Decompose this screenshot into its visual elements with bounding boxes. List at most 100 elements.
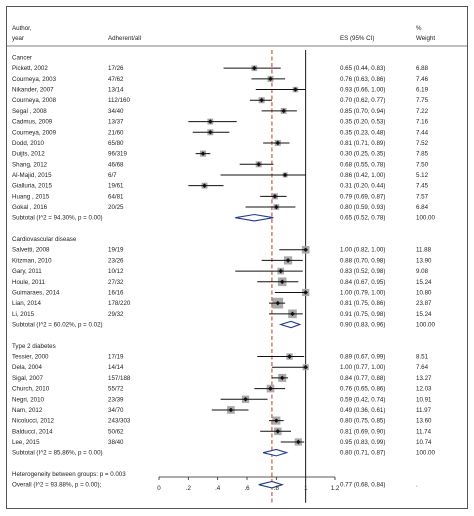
group-title: Cardiovascular disease bbox=[12, 236, 77, 243]
study-ci: 0.91 (0.75, 0.98) bbox=[340, 311, 385, 318]
study-weight: 15.24 bbox=[416, 311, 432, 318]
study-label: Church, 2010 bbox=[12, 386, 50, 393]
study-point bbox=[303, 290, 308, 295]
study-point bbox=[285, 258, 291, 263]
study-ci: 0.30 (0.25, 0.35) bbox=[340, 151, 385, 158]
study-weight: 7.44 bbox=[416, 129, 429, 136]
rows-layer: Cancer Pickett, 2002 17/26 0.65 (0.44, 0.83… bbox=[12, 50, 435, 503]
study-ci: 1.00 (0.79, 1.00) bbox=[340, 289, 385, 296]
study-ratio: 14/14 bbox=[108, 364, 124, 371]
study-weight: 7.85 bbox=[416, 151, 429, 158]
study-point bbox=[200, 151, 206, 156]
study-ratio: 34/40 bbox=[108, 108, 124, 115]
subtotal-weight: 100.00 bbox=[416, 450, 435, 457]
study-ratio: 55/72 bbox=[108, 386, 124, 393]
study-ci: 0.84 (0.67, 0.95) bbox=[340, 279, 385, 286]
study-ci: 0.35 (0.23, 0.48) bbox=[340, 129, 385, 136]
study-label: Duijts, 2012 bbox=[12, 151, 45, 158]
study-ratio: 243/303 bbox=[108, 418, 131, 425]
study-weight: 9.08 bbox=[416, 268, 429, 275]
study-label: Kitzman, 2010 bbox=[12, 257, 52, 264]
study-ci: 0.31 (0.20, 0.44) bbox=[340, 183, 385, 190]
study-ci: 0.85 (0.70, 0.94) bbox=[340, 108, 385, 115]
study-point bbox=[290, 311, 295, 317]
study-weight: 7.75 bbox=[416, 97, 429, 104]
study-point bbox=[303, 364, 308, 370]
study-ci: 1.00 (0.77, 1.00) bbox=[340, 364, 385, 371]
study-weight: 15.24 bbox=[416, 279, 432, 286]
overall-label: Overall (I^2 = 93.88%, p = 0.00); bbox=[12, 482, 102, 489]
study-label: Al-Majid, 2015 bbox=[12, 172, 52, 179]
study-point bbox=[293, 87, 298, 92]
study-ci: 0.49 (0.36, 0.61) bbox=[340, 407, 385, 414]
study-ratio: 19/61 bbox=[108, 183, 124, 190]
study-ratio: 17/26 bbox=[108, 65, 124, 72]
study-label: Dela, 2004 bbox=[12, 364, 42, 371]
study-ci: 1.00 (0.82, 1.00) bbox=[340, 247, 385, 254]
study-point bbox=[287, 354, 292, 359]
study-label: Shang, 2012 bbox=[12, 161, 48, 168]
study-label: Tessier, 2000 bbox=[12, 354, 49, 361]
group-title: Cancer bbox=[12, 55, 32, 62]
study-ratio: 27/32 bbox=[108, 279, 124, 286]
study-label: Salvetti, 2008 bbox=[12, 247, 50, 254]
study-ci: 0.70 (0.62, 0.77) bbox=[340, 97, 385, 104]
subtotal-ci: 0.90 (0.83, 0.96) bbox=[340, 322, 385, 329]
study-point bbox=[208, 119, 213, 124]
study-label: Courneya, 2003 bbox=[12, 76, 57, 83]
study-ratio: 17/19 bbox=[108, 354, 124, 361]
study-weight: 10.80 bbox=[416, 289, 432, 296]
study-label: Gialluria, 2015 bbox=[12, 183, 52, 190]
study-ratio: 47/62 bbox=[108, 76, 124, 83]
study-point bbox=[202, 183, 207, 188]
study-label: Courneya, 2008 bbox=[12, 97, 57, 104]
study-ratio: 50/62 bbox=[108, 428, 124, 435]
study-weight: 7.45 bbox=[416, 183, 429, 190]
study-weight: 7.16 bbox=[416, 119, 429, 126]
study-point bbox=[208, 129, 213, 135]
study-label: Nam, 2012 bbox=[12, 407, 43, 414]
study-ratio: 178/220 bbox=[108, 300, 131, 307]
study-label: Huang , 2015 bbox=[12, 193, 50, 200]
study-ratio: 10/12 bbox=[108, 268, 124, 275]
study-label: Guimaraes, 2014 bbox=[12, 289, 60, 296]
study-ci: 0.68 (0.55, 0.78) bbox=[340, 161, 385, 168]
study-ratio: 64/81 bbox=[108, 193, 124, 200]
study-ci: 0.81 (0.71, 0.89) bbox=[340, 140, 385, 147]
study-ci: 0.65 (0.44, 0.83) bbox=[340, 65, 385, 72]
subtotal-label: Subtotal (I^2 = 94.30%, p = 0.00) bbox=[12, 215, 103, 222]
x-tick-label: 1.2 bbox=[331, 485, 340, 492]
subtotal-label: Subtotal (I^2 = 60.02%, p = 0.02) bbox=[12, 322, 103, 329]
study-label: Segal , 2008 bbox=[12, 108, 47, 115]
study-ratio: 112/160 bbox=[108, 97, 130, 104]
study-ratio: 34/70 bbox=[108, 407, 124, 414]
study-label: Gary, 2011 bbox=[12, 268, 42, 275]
study-point bbox=[243, 396, 248, 402]
study-ci: 0.81 (0.75, 0.86) bbox=[340, 300, 385, 307]
study-weight: 5.12 bbox=[416, 172, 429, 179]
study-ratio: 13/37 bbox=[108, 119, 124, 126]
x-tick-label: .6 bbox=[244, 485, 250, 492]
study-ratio: 23/39 bbox=[108, 396, 124, 403]
x-tick-label: 1 bbox=[304, 485, 308, 492]
study-label: Sigal, 2007 bbox=[12, 375, 44, 382]
study-weight: 11.97 bbox=[416, 407, 432, 414]
study-point bbox=[252, 65, 257, 71]
subtotal-weight: 100.00 bbox=[416, 215, 435, 222]
subtotal-label: Subtotal (I^2 = 85.86%, p = 0.00) bbox=[12, 450, 103, 457]
subtotal-diamond bbox=[235, 213, 274, 222]
heterogeneity-label: Heterogeneity between groups: p = 0.003 bbox=[12, 471, 126, 478]
study-weight: 6.84 bbox=[416, 204, 429, 211]
x-tick-label: 0 bbox=[157, 485, 161, 492]
study-label: Lian, 2014 bbox=[12, 300, 41, 307]
study-ratio: 16/16 bbox=[108, 289, 124, 296]
study-point bbox=[259, 97, 264, 103]
x-tick-label: .4 bbox=[215, 485, 221, 492]
header-es: ES (95% CI) bbox=[340, 35, 374, 42]
study-ci: 0.88 (0.70, 0.98) bbox=[340, 257, 385, 264]
plot-frame bbox=[6, 6, 468, 509]
overall-ci: 0.77 (0.68, 0.84) bbox=[340, 482, 385, 489]
study-ratio: 6/7 bbox=[108, 172, 117, 179]
header-weight-pct: % bbox=[416, 25, 422, 32]
study-ci: 0.80 (0.59, 0.93) bbox=[340, 204, 385, 211]
